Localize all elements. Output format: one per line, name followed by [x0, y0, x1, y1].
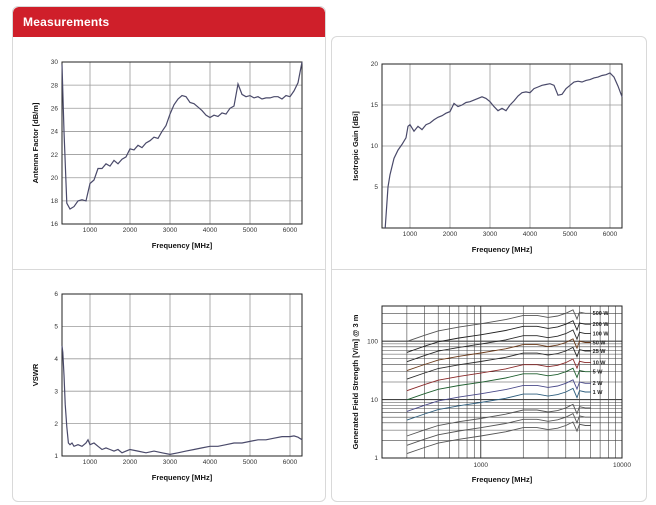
series-label: 25 W — [593, 349, 607, 355]
x-tick-label: 2000 — [123, 459, 138, 466]
series-label: 1 W — [593, 390, 604, 396]
series-line — [406, 309, 591, 342]
y-tick-label: 24 — [51, 129, 59, 136]
x-tick-label: 6000 — [283, 459, 298, 466]
y-tick-label: 22 — [51, 152, 59, 159]
x-tick-label: 3000 — [163, 227, 178, 234]
panel-divider — [332, 269, 646, 270]
series-line — [406, 367, 591, 401]
panel-divider — [13, 269, 325, 270]
series-label: 500 W — [593, 311, 610, 317]
y-tick-label: 18 — [51, 198, 59, 205]
plot-frame — [61, 293, 303, 457]
y-axis-label: Antenna Factor [dB/m] — [31, 102, 40, 183]
series-line — [406, 346, 591, 380]
measurements-panel: Measurements — [12, 6, 326, 502]
y-tick-label: 5 — [374, 184, 378, 191]
x-tick-label: 2000 — [443, 231, 458, 238]
y-tick-label: 20 — [371, 61, 379, 68]
series-label: 100 W — [593, 331, 610, 337]
series-line — [406, 421, 591, 455]
y-axis-label: Generated Field Strength [V/m] @ 3 m — [351, 314, 360, 449]
x-tick-label: 1000 — [474, 462, 489, 469]
y-tick-label: 2 — [54, 421, 58, 428]
x-tick-label: 6000 — [283, 227, 298, 234]
y-tick-label: 10 — [371, 397, 379, 404]
series-line — [406, 338, 591, 372]
x-tick-label: 1000 — [83, 227, 98, 234]
y-tick-label: 5 — [54, 324, 58, 331]
y-tick-label: 3 — [54, 388, 58, 395]
y-tick-label: 1 — [54, 453, 58, 460]
y-tick-label: 16 — [51, 221, 59, 228]
series-line — [406, 320, 591, 353]
x-tick-label: 4000 — [203, 227, 218, 234]
series-label: 10 W — [593, 360, 607, 366]
x-tick-label: 10000 — [613, 462, 631, 469]
y-tick-label: 26 — [51, 105, 59, 112]
y-tick-label: 100 — [367, 338, 378, 345]
y-tick-label: 4 — [54, 356, 58, 363]
series-label: 50 W — [593, 340, 607, 346]
y-axis-label: VSWR — [31, 363, 40, 386]
x-tick-label: 4000 — [203, 459, 218, 466]
x-tick-label: 3000 — [483, 231, 498, 238]
x-axis-label: Frequency [MHz] — [472, 475, 533, 484]
x-axis-label: Frequency [MHz] — [152, 473, 213, 482]
series-line — [406, 379, 591, 412]
series-line — [406, 329, 591, 363]
series-label: 200 W — [593, 322, 610, 328]
data-line — [384, 72, 623, 229]
x-tick-label: 4000 — [523, 231, 538, 238]
y-tick-label: 20 — [51, 175, 59, 182]
x-tick-label: 1000 — [83, 459, 98, 466]
series-line — [406, 403, 591, 437]
y-tick-label: 15 — [371, 102, 379, 109]
x-tick-label: 5000 — [243, 227, 258, 234]
measurements-panel-right — [331, 36, 647, 502]
x-axis-label: Frequency [MHz] — [472, 245, 533, 254]
plot-frame — [381, 305, 623, 459]
series-label: 5 W — [593, 370, 604, 376]
plot-frame — [61, 61, 303, 225]
y-axis-label: Isotropic Gain [dBi] — [351, 111, 360, 181]
panel-title: Measurements — [13, 7, 325, 37]
series-line — [406, 358, 591, 392]
data-line — [61, 345, 303, 456]
y-tick-label: 1 — [374, 455, 378, 462]
y-tick-label: 10 — [371, 143, 379, 150]
plot-frame — [381, 63, 623, 229]
x-tick-label: 2000 — [123, 227, 138, 234]
series-line — [406, 412, 591, 446]
x-tick-label: 6000 — [603, 231, 618, 238]
y-tick-label: 28 — [51, 82, 59, 89]
y-tick-label: 6 — [54, 291, 58, 298]
y-tick-label: 30 — [51, 59, 59, 66]
x-tick-label: 1000 — [403, 231, 418, 238]
series-label: 2 W — [593, 381, 604, 387]
series-line — [406, 387, 591, 421]
x-tick-label: 3000 — [163, 459, 178, 466]
x-axis-label: Frequency [MHz] — [152, 241, 213, 250]
x-tick-label: 5000 — [563, 231, 578, 238]
data-line — [61, 61, 303, 210]
x-tick-label: 5000 — [243, 459, 258, 466]
